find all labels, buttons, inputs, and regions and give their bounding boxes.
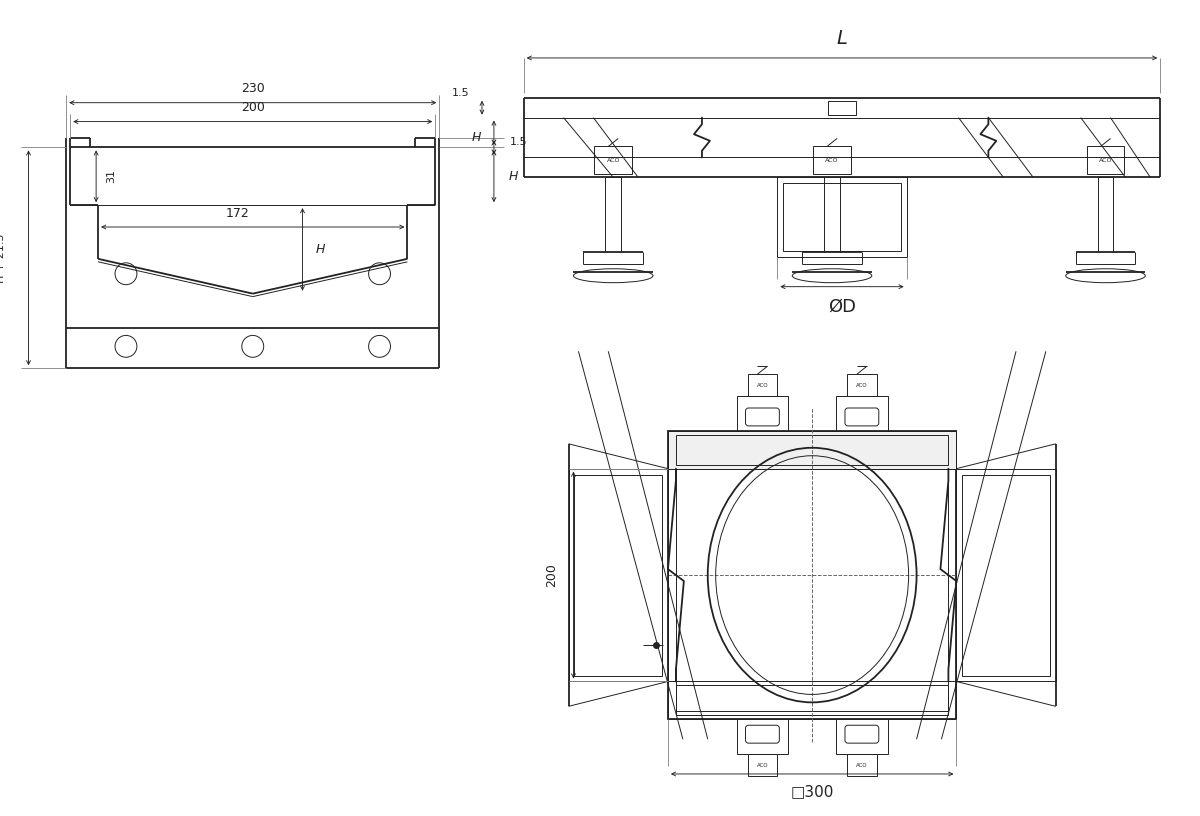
Bar: [676, 435, 948, 464]
Bar: [676, 439, 948, 712]
Text: ØD: ØD: [828, 298, 856, 316]
Text: 1.5: 1.5: [451, 88, 469, 98]
Bar: [575, 475, 662, 676]
Text: ACO: ACO: [826, 157, 839, 163]
Bar: [594, 146, 632, 175]
Text: H: H: [509, 170, 518, 183]
Bar: [748, 375, 778, 396]
Text: ACO: ACO: [856, 383, 868, 388]
Bar: [784, 184, 901, 251]
Text: 230: 230: [241, 82, 265, 95]
Text: ACO: ACO: [757, 383, 768, 388]
Text: ACO: ACO: [1099, 157, 1112, 163]
Bar: [668, 431, 956, 468]
Text: 1.5: 1.5: [510, 137, 528, 148]
Bar: [668, 431, 956, 719]
Bar: [828, 100, 856, 114]
Text: 200: 200: [241, 101, 265, 114]
Bar: [569, 468, 668, 681]
Bar: [814, 146, 851, 175]
Bar: [737, 396, 788, 431]
Text: ACO: ACO: [606, 157, 620, 163]
Bar: [748, 754, 778, 776]
Bar: [676, 685, 948, 716]
Text: □300: □300: [791, 784, 834, 800]
Bar: [962, 475, 1050, 676]
Bar: [847, 754, 877, 776]
Text: L: L: [836, 29, 847, 47]
Text: H: H: [316, 243, 325, 256]
Text: 31: 31: [106, 169, 116, 184]
Bar: [836, 396, 888, 431]
Text: H + 21.5: H + 21.5: [0, 233, 6, 282]
Bar: [668, 681, 956, 719]
Bar: [956, 468, 1056, 681]
Text: H: H: [472, 131, 481, 144]
Bar: [668, 431, 956, 468]
Text: ACO: ACO: [757, 762, 768, 768]
Bar: [836, 719, 888, 754]
Bar: [778, 177, 907, 257]
Bar: [1087, 146, 1124, 175]
Text: ACO: ACO: [856, 762, 868, 768]
Text: 200: 200: [545, 563, 558, 587]
Bar: [847, 375, 877, 396]
Bar: [737, 719, 788, 754]
Text: 172: 172: [226, 206, 250, 220]
